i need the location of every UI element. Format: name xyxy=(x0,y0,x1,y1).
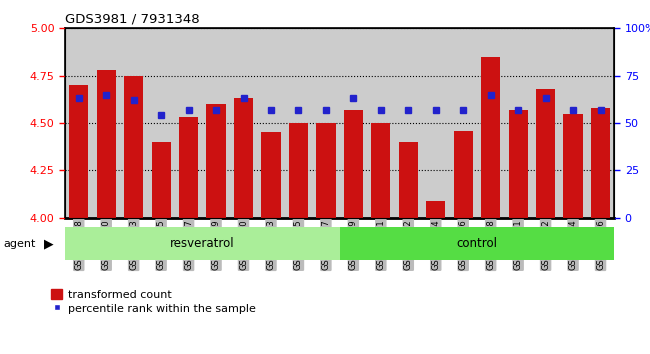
Bar xyxy=(317,123,335,218)
Text: GDS3981 / 7931348: GDS3981 / 7931348 xyxy=(65,13,200,26)
Text: resveratrol: resveratrol xyxy=(170,237,235,250)
Bar xyxy=(344,110,363,218)
Bar xyxy=(591,108,610,218)
Bar xyxy=(69,85,88,218)
FancyBboxPatch shape xyxy=(339,227,614,260)
Bar xyxy=(508,110,528,218)
Bar xyxy=(207,104,226,218)
Legend: transformed count, percentile rank within the sample: transformed count, percentile rank withi… xyxy=(51,289,255,314)
Bar xyxy=(398,142,418,218)
Text: ▶: ▶ xyxy=(44,237,54,250)
Bar xyxy=(124,76,143,218)
Bar xyxy=(261,132,281,218)
FancyBboxPatch shape xyxy=(65,227,339,260)
Bar xyxy=(151,142,171,218)
Text: control: control xyxy=(456,237,497,250)
Bar xyxy=(481,57,500,218)
Bar xyxy=(97,70,116,218)
Bar xyxy=(426,201,445,218)
Bar xyxy=(536,89,555,218)
Bar xyxy=(234,98,253,218)
Text: agent: agent xyxy=(3,239,36,249)
Bar xyxy=(454,131,473,218)
Bar xyxy=(289,123,308,218)
Bar xyxy=(179,117,198,218)
Bar xyxy=(564,114,582,218)
Bar xyxy=(371,123,391,218)
